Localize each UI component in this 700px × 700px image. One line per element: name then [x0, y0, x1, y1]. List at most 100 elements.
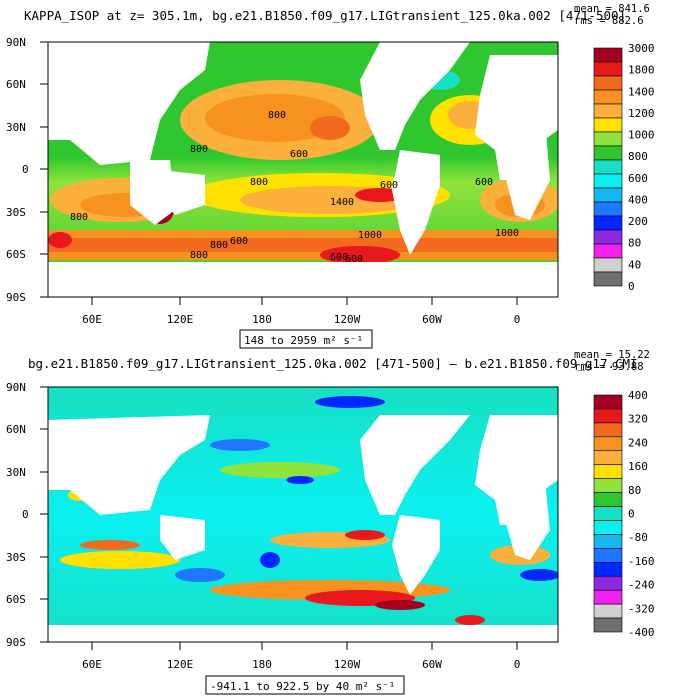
x-tick-label: 60E — [82, 658, 102, 671]
panel-2: bg.e21.B1850.f09_g17.LIGtransient_125.0k… — [6, 349, 655, 695]
colorbar-swatch — [593, 257, 623, 273]
panel-1-x-ticks: 60E 120E 180 120W 60W 0 — [82, 313, 520, 326]
colorbar-label: 200 — [628, 215, 648, 228]
contour-label: 800 — [190, 250, 208, 261]
colorbar-swatch — [593, 478, 623, 493]
colorbar-swatch — [593, 589, 623, 605]
colorbar-swatch — [593, 534, 623, 549]
x-tick-label: 60W — [422, 658, 442, 671]
colorbar-label: -160 — [628, 555, 655, 568]
x-tick-label: 60W — [422, 313, 442, 326]
x-tick-label: 180 — [252, 313, 272, 326]
colorbar-swatch — [593, 103, 623, 119]
colorbar-label: -80 — [628, 531, 648, 544]
colorbar-label: -320 — [628, 602, 655, 615]
panel-2-title: bg.e21.B1850.f09_g17.LIGtransient_125.0k… — [28, 356, 638, 371]
x-tick-label: 120W — [334, 313, 361, 326]
colorbar-label: 80 — [628, 237, 641, 250]
colorbar-swatch — [593, 520, 623, 535]
colorbar-swatch — [593, 243, 623, 259]
colorbar-swatch — [593, 173, 623, 189]
colorbar-swatch — [593, 394, 623, 410]
colorbar-swatch — [593, 201, 623, 217]
colorbar-swatch — [593, 145, 623, 161]
colorbar-label: 1000 — [628, 129, 655, 142]
contour-label: 1000 — [358, 230, 382, 241]
panel-2-colorbar: 400 320 240 160 80 0 -80 -160 -240 -320 -400 — [593, 389, 655, 639]
panel-2-field — [48, 387, 558, 642]
colorbar-swatch — [593, 561, 623, 577]
colorbar-swatch — [593, 408, 623, 424]
panel-1: KAPPA_ISOP at z= 305.1m, bg.e21.B1850.f0… — [6, 3, 655, 349]
colorbar-swatch — [593, 131, 623, 147]
colorbar-swatch — [593, 47, 623, 63]
colorbar-swatch — [593, 506, 623, 521]
colorbar-label: 80 — [628, 484, 641, 497]
contour-label: 1000 — [495, 228, 519, 239]
colorbar-label: 1400 — [628, 85, 655, 98]
colorbar-swatch — [593, 548, 623, 563]
panel-2-range: -941.1 to 922.5 by 40 m² s⁻¹ — [210, 680, 395, 693]
contour-label: 800 — [190, 144, 208, 155]
colorbar-label: 40 — [628, 258, 641, 271]
contour-label: 600 — [230, 236, 248, 247]
y-tick-label: 90N — [6, 381, 26, 394]
colorbar-swatch — [593, 117, 623, 133]
y-tick-label: 30S — [6, 206, 26, 219]
colorbar-swatch — [593, 89, 623, 105]
y-tick-label: 90S — [6, 291, 26, 304]
x-tick-label: 120E — [167, 313, 194, 326]
contour-label: 600 — [290, 149, 308, 160]
panel-2-range-box — [205, 675, 405, 695]
panel-2-x-ticks: 60E 120E 180 120W 60W 0 — [82, 658, 520, 671]
y-tick-label: 30S — [6, 551, 26, 564]
colorbar-label: 1200 — [628, 107, 655, 120]
y-tick-label: 60N — [6, 423, 26, 436]
panel-1-range-box — [239, 329, 373, 349]
colorbar-swatch — [593, 450, 623, 466]
colorbar-label: 0 — [628, 280, 635, 293]
contour-label: 600 — [345, 254, 363, 265]
colorbar-label: 400 — [628, 389, 648, 402]
colorbar-swatch — [593, 617, 623, 633]
y-tick-label: 90N — [6, 36, 26, 49]
panel-1-contour-labels: 800 800 600 800 600 1400 800 600 600 800… — [70, 110, 519, 265]
colorbar-swatch — [593, 159, 623, 175]
colorbar-label: 240 — [628, 436, 648, 449]
colorbar-label: 160 — [628, 460, 648, 473]
y-tick-label: 60S — [6, 593, 26, 606]
colorbar-label: 0 — [628, 508, 635, 521]
colorbar-label: -400 — [628, 626, 655, 639]
y-tick-label: 0 — [22, 163, 29, 176]
panel-2-rms: rms = 93.88 — [574, 361, 644, 373]
panel-2-y-ticks: 90N 60N 30N 0 30S 60S 90S — [6, 381, 29, 649]
colorbar-swatch — [593, 575, 623, 591]
x-tick-label: 180 — [252, 658, 272, 671]
contour-label: 800 — [70, 212, 88, 223]
contour-label: 1400 — [330, 197, 354, 208]
colorbar-label: 400 — [628, 193, 648, 206]
colorbar-swatch — [593, 436, 623, 452]
colorbar-swatch — [593, 492, 623, 507]
panel-2-tick-marks — [40, 386, 518, 650]
contour-label: 800 — [250, 177, 268, 188]
colorbar-label: 1800 — [628, 64, 655, 77]
colorbar-label: 3000 — [628, 42, 655, 55]
y-tick-label: 60S — [6, 248, 26, 261]
colorbar-swatch — [593, 187, 623, 203]
x-tick-label: 0 — [514, 658, 521, 671]
y-tick-label: 0 — [22, 508, 29, 521]
panel-1-y-ticks: 90N 60N 30N 0 30S 60S 90S — [6, 36, 29, 304]
colorbar-label: -240 — [628, 579, 655, 592]
panel-1-rms: rms = 882.6 — [574, 15, 644, 27]
x-tick-label: 60E — [82, 313, 102, 326]
panel-1-field — [48, 42, 558, 297]
contour-label: 800 — [210, 240, 228, 251]
contour-label: 800 — [268, 110, 286, 121]
x-tick-label: 0 — [514, 313, 521, 326]
colorbar-swatch — [593, 229, 623, 245]
colorbar-swatch — [593, 422, 623, 438]
colorbar-swatch — [593, 61, 623, 77]
